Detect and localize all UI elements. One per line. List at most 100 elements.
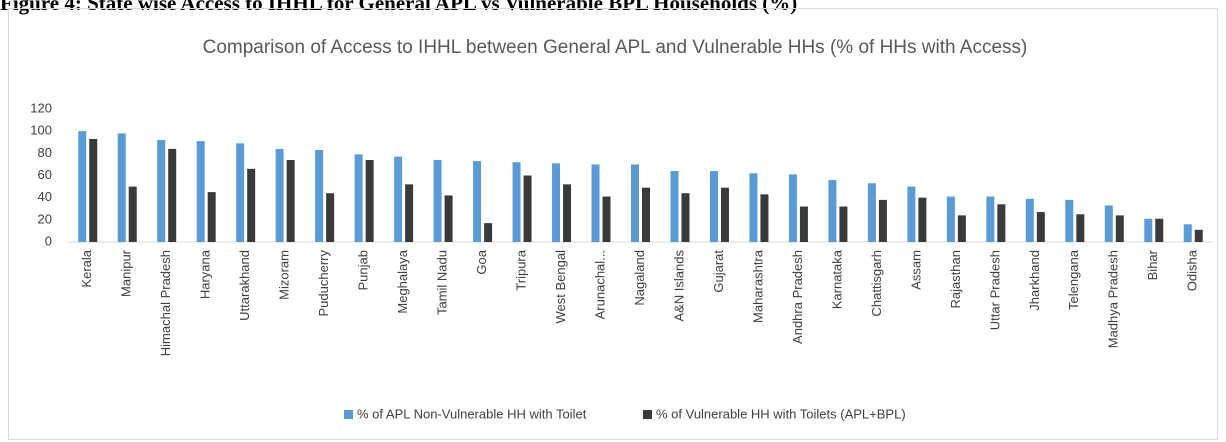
bar — [918, 197, 927, 242]
x-tick-label: Bihar — [1145, 249, 1160, 280]
bar — [867, 183, 876, 242]
bar — [512, 162, 521, 242]
x-tick-label: Tripura — [513, 249, 528, 290]
x-tick-label: A&N Islands — [671, 250, 686, 322]
bar — [760, 194, 769, 242]
bar — [1025, 198, 1034, 242]
bar — [878, 199, 887, 242]
bar — [709, 171, 718, 242]
x-tick-label: Arunachal... — [592, 250, 607, 319]
bar — [946, 196, 955, 242]
bar — [1076, 214, 1085, 242]
bar — [642, 187, 650, 242]
bar — [128, 186, 137, 242]
bar — [1155, 218, 1164, 242]
bar — [799, 206, 808, 242]
bar — [168, 148, 177, 242]
figure-caption: Figure 4: State wise Access to IHHL for … — [0, 0, 798, 15]
bar — [986, 196, 995, 242]
bar — [749, 173, 758, 242]
bar — [236, 143, 245, 242]
bar — [631, 164, 639, 242]
y-tick-label: 40 — [38, 189, 52, 204]
bar — [1115, 215, 1124, 242]
x-tick-label: Nagaland — [632, 250, 647, 306]
x-tick-label: Kerala — [79, 249, 94, 287]
x-tick-label: Tamil Nadu — [435, 250, 450, 315]
bar — [788, 174, 797, 242]
bar — [196, 141, 205, 242]
bar — [117, 133, 126, 242]
y-tick-label: 100 — [30, 123, 52, 138]
bar — [839, 206, 848, 242]
x-tick-label: Uttar Pradesh — [987, 250, 1002, 330]
bar — [315, 150, 324, 242]
bar — [286, 159, 295, 242]
chart-border — [8, 8, 1218, 440]
y-tick-label: 80 — [38, 145, 52, 160]
bar — [1065, 199, 1074, 242]
bar — [1036, 212, 1045, 242]
bar — [1183, 224, 1192, 242]
bar — [681, 193, 690, 242]
x-tick-label: West Bengal — [553, 250, 568, 324]
bar — [670, 171, 679, 242]
x-tick-label: Karnataka — [829, 249, 844, 309]
bar — [1104, 205, 1113, 242]
y-tick-label: 120 — [30, 100, 52, 115]
x-tick-label: Uttarakhand — [237, 250, 252, 321]
x-tick-label: Meghalaya — [395, 249, 410, 313]
bar — [552, 163, 561, 242]
bar — [1194, 229, 1203, 242]
x-tick-label: Haryana — [198, 249, 213, 299]
legend-label: % of Vulnerable HH with Toilets (APL+BPL… — [656, 406, 906, 421]
y-tick-label: 20 — [38, 211, 52, 226]
bar — [275, 148, 284, 242]
bar — [444, 195, 453, 242]
x-tick-label: Mizoram — [277, 250, 292, 300]
x-tick-label: Puducherry — [316, 250, 331, 317]
x-tick-label: Punjab — [356, 250, 371, 290]
x-tick-label: Assam — [908, 250, 923, 290]
x-tick-label: Manipur — [119, 249, 134, 297]
x-tick-label: Goa — [474, 249, 489, 274]
bar — [78, 131, 87, 242]
bar — [602, 196, 611, 242]
legend-swatch — [344, 410, 353, 419]
bar — [89, 138, 98, 242]
bar — [591, 164, 600, 242]
x-tick-label: Gujarat — [711, 250, 726, 293]
bar — [473, 161, 482, 242]
bar — [720, 187, 729, 242]
bar — [207, 192, 216, 242]
y-tick-label: 0 — [45, 233, 52, 248]
bar — [157, 140, 166, 242]
bar — [563, 184, 572, 242]
bar — [247, 168, 256, 242]
chart-title: Comparison of Access to IHHL between Gen… — [202, 37, 1028, 58]
bar — [523, 175, 532, 242]
x-tick-label: Jharkhand — [1027, 250, 1042, 311]
y-tick-label: 60 — [38, 167, 52, 182]
bar — [828, 179, 837, 242]
bar — [997, 204, 1006, 242]
x-tick-label: Maharashtra — [750, 249, 765, 323]
bar — [394, 156, 403, 242]
legend-label: % of APL Non-Vulnerable HH with Toilet — [357, 406, 587, 421]
bar — [1144, 218, 1153, 242]
x-tick-label: Himachal Pradesh — [158, 250, 173, 356]
bar — [907, 186, 916, 242]
bar — [957, 215, 966, 242]
bar — [365, 159, 374, 242]
x-tick-label: Andhra Pradesh — [790, 250, 805, 344]
bar — [433, 159, 442, 242]
x-tick-label: Madhya Pradesh — [1106, 250, 1121, 348]
bar — [484, 223, 493, 242]
bar — [354, 154, 363, 242]
legend-swatch — [643, 410, 652, 419]
x-tick-label: Chattisgarh — [869, 250, 884, 316]
x-tick-label: Odisha — [1185, 249, 1200, 291]
x-tick-label: Telengana — [1066, 249, 1081, 310]
